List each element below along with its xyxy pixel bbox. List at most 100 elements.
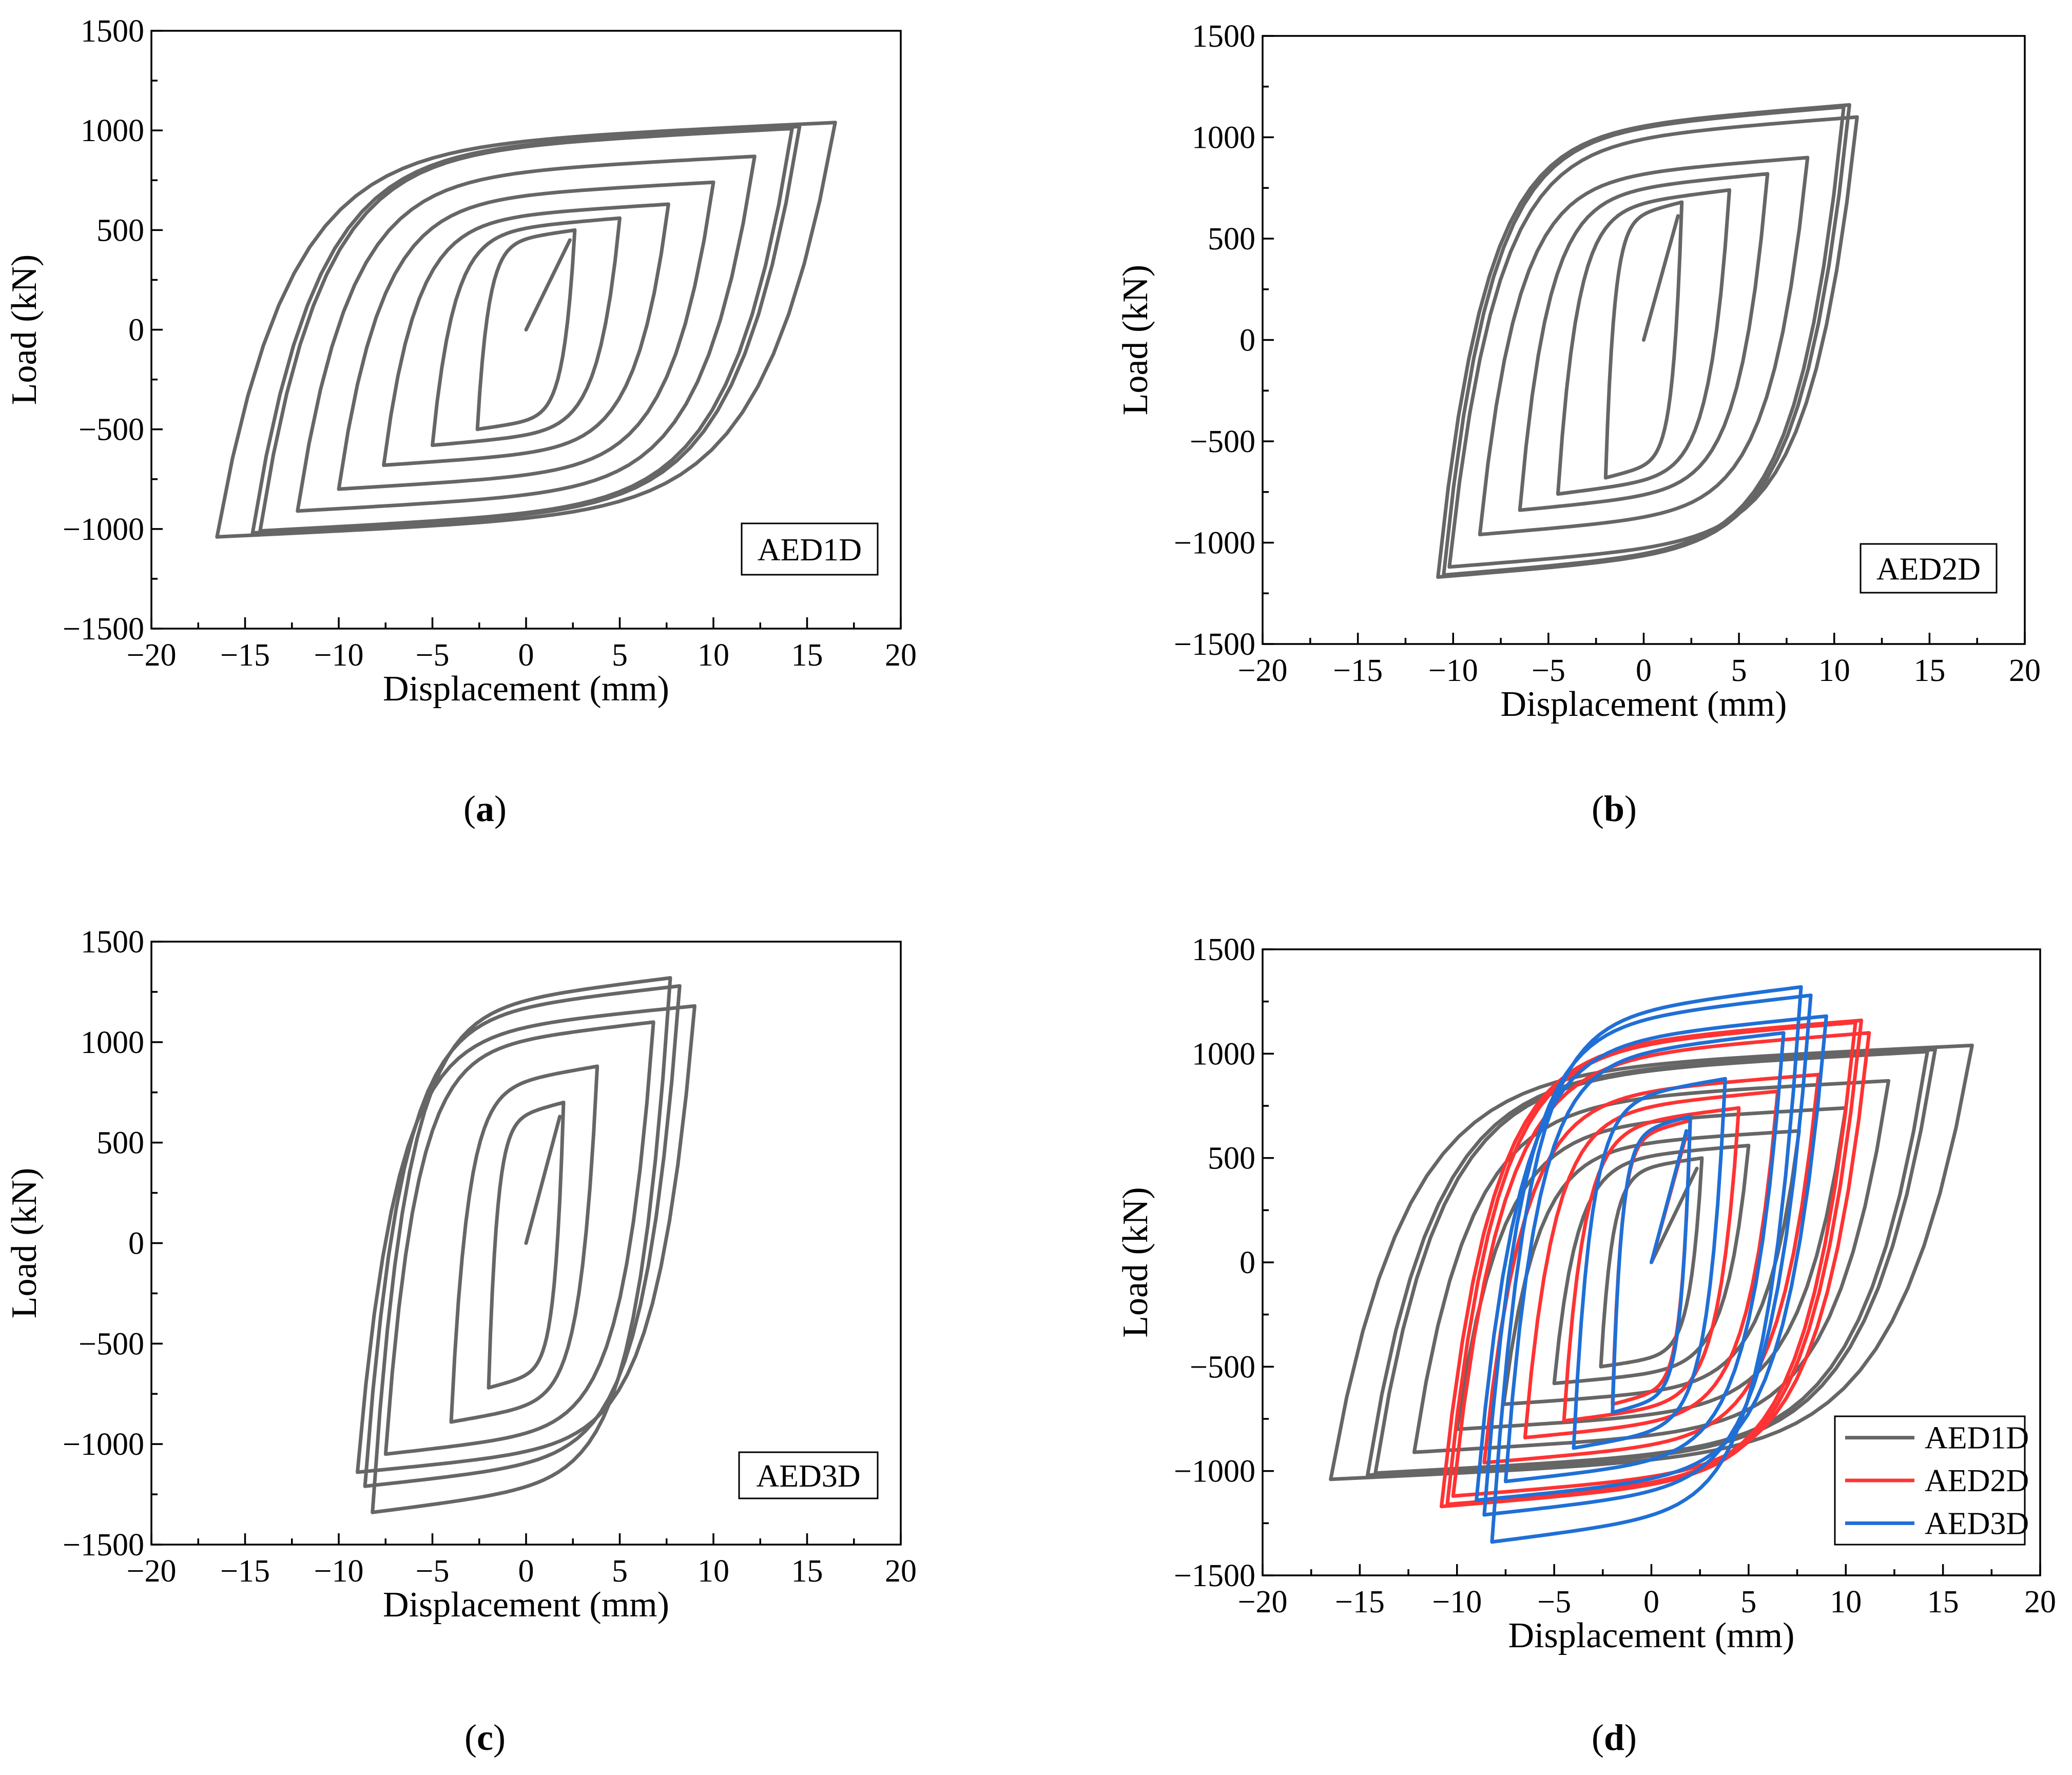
x-tick-label: −5: [1532, 653, 1565, 688]
hysteresis-loop-7: [1451, 1031, 1871, 1498]
x-tick-label: −20: [127, 1554, 177, 1589]
hysteresis-loop-3: [382, 202, 670, 467]
series-group: [1329, 985, 1974, 1544]
hysteresis-loop-5: [296, 154, 757, 513]
hysteresis-loop-4: [371, 976, 672, 1514]
y-tick-label: −1000: [63, 512, 144, 547]
x-tick-label: −10: [314, 638, 364, 673]
y-tick-label: −1500: [1174, 1558, 1255, 1593]
x-tick-label: −10: [1428, 653, 1478, 688]
x-tick-label: 5: [1731, 653, 1747, 688]
x-tick-label: 20: [2009, 653, 2041, 688]
specimen-label-box: [1860, 543, 1998, 594]
y-tick-label: 0: [128, 313, 144, 348]
x-tick-label: 15: [791, 1554, 823, 1589]
y-tick-label: 1000: [81, 1025, 144, 1060]
x-tick-label: 15: [1927, 1585, 1959, 1620]
y-axis-title: Load (kN): [5, 255, 44, 405]
panel-caption: (d): [1592, 1717, 1637, 1758]
x-tick-label: −20: [1238, 653, 1288, 688]
x-tick-label: 15: [791, 638, 823, 673]
legend: AED1D AED2D AED3D: [1834, 1415, 2029, 1546]
panel-caption: (a): [463, 788, 507, 829]
panel-caption: (b): [1592, 788, 1637, 829]
x-axis-title: Displacement (mm): [383, 669, 669, 709]
x-tick-label: 15: [1913, 653, 1945, 688]
hysteresis-loop-1: [1603, 200, 1684, 480]
x-tick-label: 0: [518, 1554, 534, 1589]
hysteresis-loop-2: [1562, 1106, 1741, 1423]
x-axis-title: Displacement (mm): [383, 1585, 669, 1625]
y-tick-label: −1500: [63, 612, 144, 647]
hysteresis-loop-4: [1490, 985, 1803, 1544]
y-tick-label: 1500: [81, 14, 144, 49]
y-tick-label: 1000: [81, 113, 144, 148]
y-tick-label: 1500: [1192, 19, 1255, 54]
x-tick-label: −20: [1238, 1585, 1288, 1620]
y-tick-label: 0: [128, 1226, 144, 1261]
legend-label-aed1d: AED1D: [1925, 1421, 2029, 1456]
hysteresis-loop-6: [1439, 1018, 1864, 1509]
y-tick-label: 1500: [1192, 932, 1255, 967]
hysteresis-loop-2: [1572, 1077, 1727, 1450]
panel-b: −20 −15 −10 −5 0 5 10 15 20 −1500 −1000 −500 0 500 100…: [1116, 19, 2041, 829]
x-tick-label: −15: [1333, 653, 1383, 688]
y-tick-label: 0: [1240, 1245, 1255, 1280]
initial-loading-line: [524, 238, 572, 331]
series-group: [356, 976, 696, 1514]
x-tick-label: −5: [416, 1554, 450, 1589]
initial-loading-line: [1642, 214, 1680, 342]
y-tick-label: 0: [1240, 323, 1255, 358]
legend-label-aed3d: AED3D: [1925, 1506, 2029, 1541]
y-tick-label: −500: [1190, 424, 1255, 459]
hysteresis-loop-5: [363, 984, 682, 1488]
x-tick-label: 10: [1830, 1585, 1862, 1620]
specimen-label: AED3D: [756, 1459, 860, 1494]
specimen-label-box: [741, 522, 879, 576]
hysteresis-loop-8: [1329, 1043, 1974, 1481]
hysteresis-loop-1: [475, 228, 577, 432]
panel-d: −20 −15 −10 −5 0 5 10 15 20 −1500 −1000 −500 0 500 100…: [1116, 932, 2056, 1758]
hysteresis-loop-2: [449, 1064, 599, 1424]
y-tick-label: −500: [79, 413, 144, 447]
y-tick-label: −1000: [63, 1427, 144, 1462]
y-tick-label: 500: [96, 1126, 144, 1161]
y-tick-label: 500: [1208, 1141, 1255, 1176]
hysteresis-loop-6: [356, 1004, 696, 1474]
y-tick-label: −1500: [63, 1528, 144, 1563]
x-tick-label: 10: [698, 638, 729, 673]
series-group: [1436, 103, 1859, 579]
y-tick-label: −1000: [1174, 526, 1255, 561]
x-tick-label: 10: [1818, 653, 1850, 688]
x-tick-label: −5: [1537, 1585, 1571, 1620]
y-axis-title: Load (kN): [5, 1168, 44, 1319]
hysteresis-loop-3: [1503, 1031, 1786, 1484]
legend-label-aed2d: AED2D: [1925, 1464, 2029, 1498]
panel-c: −20 −15 −10 −5 0 5 10 15 20 −1500 −1000 −500 0 500 100…: [5, 925, 917, 1758]
hysteresis-loop-6: [1475, 1014, 1828, 1503]
hysteresis-loop-5: [1412, 1079, 1891, 1454]
initial-loading-line: [1650, 1129, 1689, 1264]
hysteresis-loop-2: [431, 216, 622, 447]
panel-caption: (c): [464, 1717, 506, 1758]
x-tick-label: −10: [1432, 1585, 1482, 1620]
panel-a: −20 −15 −10 −5 0 5 10 15 20 −1500 −1000 −500 0 500 100…: [5, 14, 917, 829]
series-aed1d: [215, 121, 837, 539]
y-axis-title: Load (kN): [1116, 265, 1155, 416]
x-tick-label: −20: [127, 638, 177, 673]
hysteresis-loop-1: [1611, 1114, 1692, 1415]
x-axis-title: Displacement (mm): [1508, 1616, 1795, 1655]
hysteresis-loop-4: [1482, 1072, 1821, 1465]
y-tick-label: 500: [96, 213, 144, 248]
series-aed3d: [1475, 985, 1828, 1544]
series-aed3d: [356, 976, 696, 1514]
hysteresis-loop-2: [1556, 188, 1732, 496]
hysteresis-loop-6: [1436, 103, 1851, 579]
hysteresis-loop-3: [383, 1020, 655, 1456]
hysteresis-loop-7: [250, 124, 802, 535]
x-tick-label: −5: [416, 638, 450, 673]
y-tick-label: 500: [1208, 222, 1255, 257]
x-tick-label: 20: [2024, 1585, 2056, 1620]
x-tick-label: 20: [885, 1554, 917, 1589]
